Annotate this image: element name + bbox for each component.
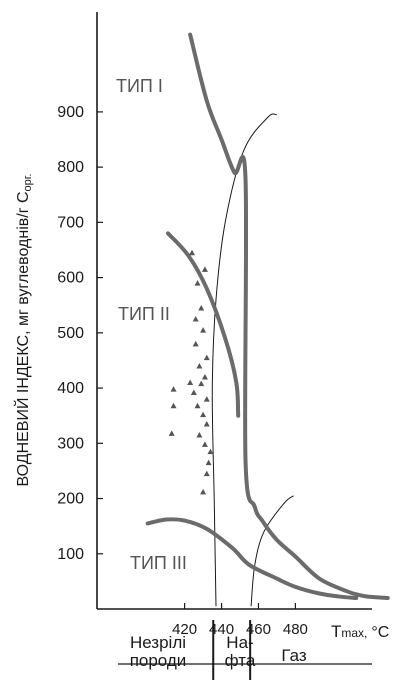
sample-point: [207, 448, 214, 455]
zone-label: Незрілі породи: [130, 633, 187, 670]
y-tick-label: 500: [57, 325, 84, 342]
type-label: ТИП I: [116, 76, 163, 96]
sample-point: [170, 402, 177, 409]
x-axis-label: Tmax, °C: [331, 622, 389, 641]
sample-point: [198, 304, 205, 311]
zone-label: На-фта: [225, 633, 256, 670]
x-axis-unit: °C: [371, 624, 389, 641]
x-axis-label-subscript: max,: [341, 626, 367, 640]
sample-point: [200, 411, 207, 418]
maturation-boundary-line: [211, 113, 278, 607]
y-tick-label: 900: [57, 104, 84, 121]
sample-point: [200, 488, 207, 495]
sample-point: [203, 420, 210, 427]
sample-point: [192, 316, 199, 322]
sample-point: [189, 249, 195, 256]
zone-label-line: породи: [130, 651, 187, 670]
maturation-boundary-line: [250, 495, 294, 607]
sample-point: [194, 280, 201, 286]
y-tick-label: 300: [57, 435, 84, 452]
y-tick-label: 100: [57, 546, 84, 563]
sample-point: [200, 327, 207, 333]
kerogen-curve: [166, 231, 241, 418]
x-tick-label: 480: [283, 621, 308, 638]
x-tick-label: 440: [209, 621, 234, 638]
y-tick-label: 600: [57, 270, 84, 287]
sample-point: [192, 340, 199, 347]
sample-point: [203, 470, 210, 477]
zone-label-line: Незрілі: [130, 633, 186, 652]
kerogen-curve: [188, 32, 390, 600]
x-tick-label: 420: [172, 621, 197, 638]
y-tick-label: 200: [57, 491, 84, 508]
sample-point: [201, 374, 208, 380]
sample-point: [205, 459, 212, 466]
type-label: ТИП II: [118, 304, 170, 324]
sample-point: [201, 266, 208, 272]
sample-point: [203, 396, 210, 402]
kerogen-curve: [145, 517, 359, 600]
sample-point: [194, 402, 201, 409]
zone-label: Газ: [281, 646, 307, 665]
zone-label-line: Газ: [281, 646, 307, 665]
y-axis-label-subscript: орг.: [22, 174, 34, 192]
sample-point: [198, 380, 205, 387]
sample-point: [168, 430, 175, 436]
sample-point: [196, 362, 203, 369]
sample-point: [196, 432, 203, 438]
y-tick-label: 800: [57, 159, 84, 176]
y-axis-label: ВОДНЕВИЙ ІНДЕКС, мг вуглеводнів/г Cорг.: [13, 174, 34, 487]
type-label: ТИП III: [130, 553, 187, 573]
sample-point: [187, 379, 194, 386]
zone-label-line: На-: [226, 633, 253, 652]
sample-point: [201, 441, 208, 447]
zone-label-line: фта: [225, 651, 256, 670]
sample-point: [170, 386, 177, 392]
sample-point: [203, 354, 210, 361]
sample-point: [190, 389, 197, 395]
y-tick-label: 700: [57, 214, 84, 231]
x-tick-label: 460: [246, 621, 271, 638]
y-tick-label: 400: [57, 380, 84, 397]
